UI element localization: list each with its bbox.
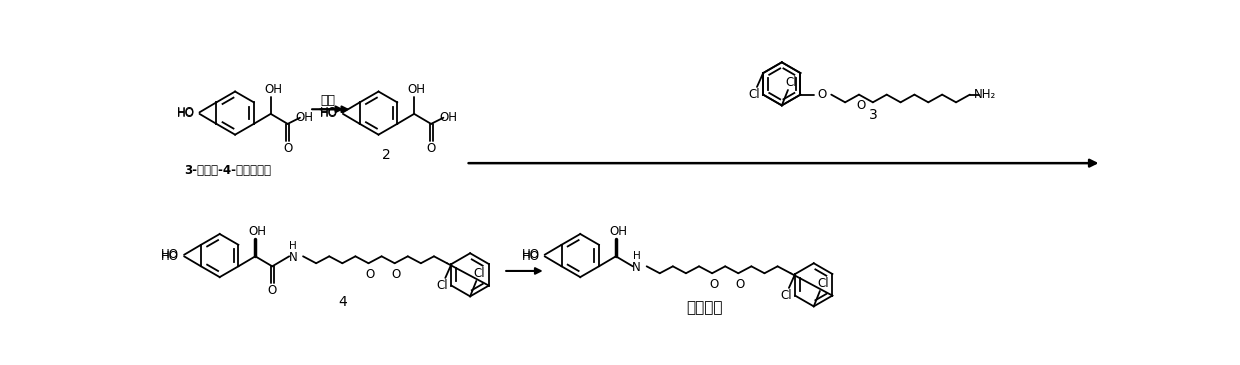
Text: Cl: Cl — [474, 267, 485, 280]
Text: Cl: Cl — [436, 279, 448, 292]
Text: HO: HO — [176, 106, 195, 119]
Text: NH₂: NH₂ — [975, 88, 997, 101]
Text: O: O — [817, 88, 827, 101]
Text: O: O — [856, 99, 866, 112]
Text: HO: HO — [161, 248, 180, 261]
Text: O: O — [366, 268, 374, 281]
Text: 3-羟甲基-4-羟基扁桃酸: 3-羟甲基-4-羟基扁桃酸 — [184, 164, 270, 177]
Text: HO: HO — [320, 106, 339, 119]
Text: O: O — [283, 142, 293, 155]
Text: HO: HO — [522, 248, 539, 261]
Text: O: O — [268, 284, 277, 297]
Text: 4: 4 — [339, 295, 347, 309]
Text: OH: OH — [295, 111, 314, 124]
Text: N: N — [632, 261, 641, 274]
Text: O: O — [427, 142, 435, 155]
Text: O: O — [392, 268, 401, 281]
Text: HO: HO — [161, 250, 180, 263]
Text: HO: HO — [320, 107, 339, 120]
Text: 3: 3 — [868, 108, 877, 122]
Text: HO: HO — [176, 107, 195, 120]
Text: H: H — [632, 250, 641, 261]
Text: OH: OH — [249, 225, 267, 238]
Text: O: O — [709, 278, 718, 291]
Text: OH: OH — [439, 111, 458, 124]
Text: Cl: Cl — [817, 277, 828, 290]
Text: HO: HO — [522, 250, 539, 263]
Text: OH: OH — [264, 83, 281, 96]
Text: N: N — [289, 251, 298, 264]
Text: Cl: Cl — [780, 289, 791, 302]
Text: OH: OH — [408, 83, 425, 96]
Text: 拆分: 拆分 — [320, 93, 335, 107]
Text: H: H — [289, 241, 296, 250]
Text: Cl: Cl — [748, 88, 760, 101]
Text: Cl: Cl — [785, 76, 797, 89]
Text: 维兰特罗: 维兰特罗 — [687, 300, 723, 315]
Text: O: O — [735, 278, 744, 291]
Text: 2: 2 — [382, 149, 391, 162]
Text: OH: OH — [609, 225, 627, 238]
